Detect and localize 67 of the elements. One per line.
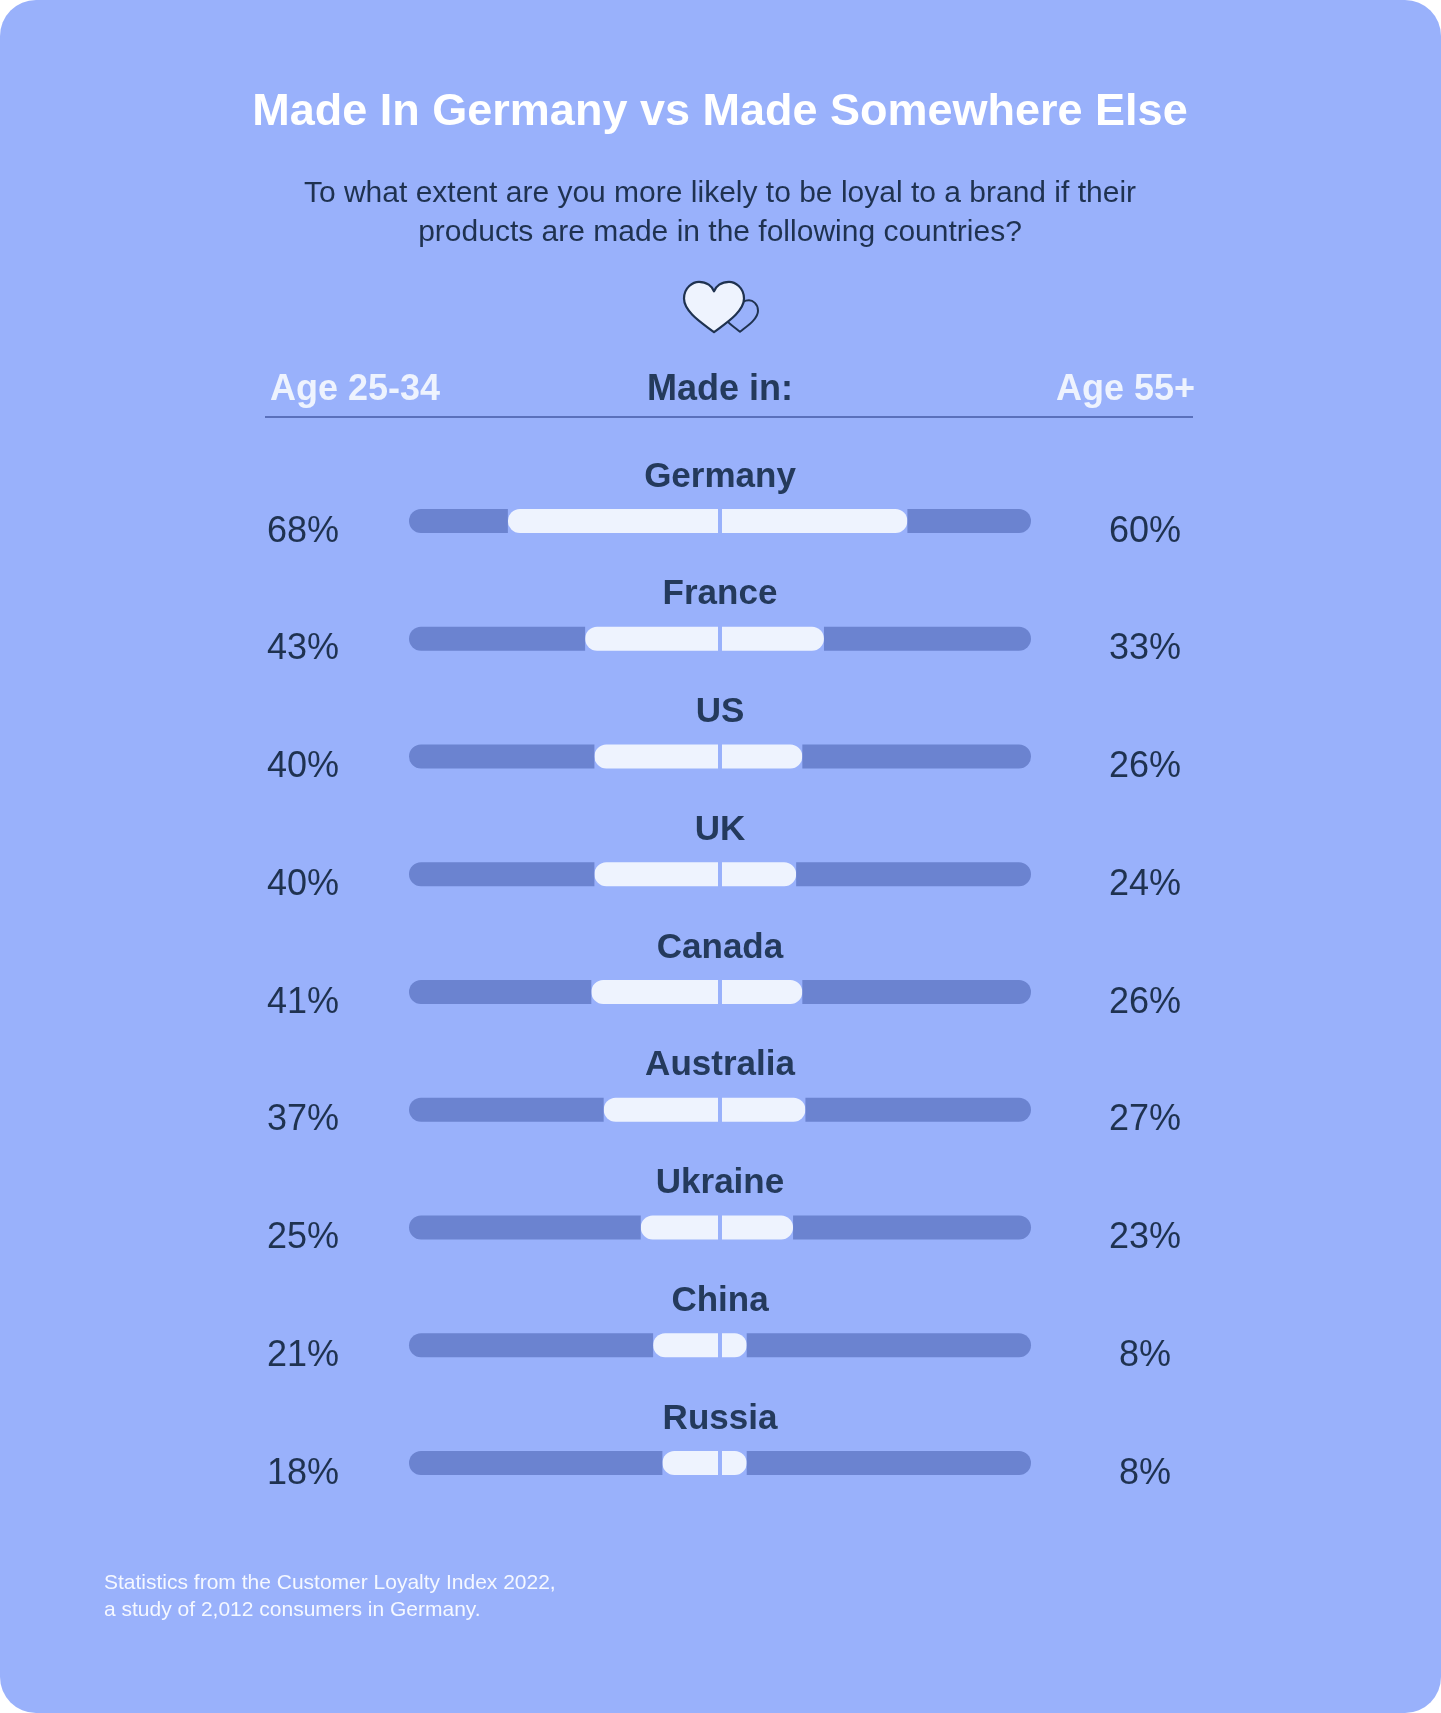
bar — [793, 1215, 1031, 1240]
y-tick-label: Canada — [656, 925, 784, 965]
bar — [507, 509, 718, 533]
y-tick-label: Russia — [662, 1396, 778, 1436]
bar — [409, 862, 595, 887]
data-label: 18% — [266, 1450, 340, 1492]
data-label: 40% — [266, 744, 340, 785]
bar — [591, 980, 718, 1004]
data-label: 21% — [266, 1332, 340, 1374]
bar — [640, 1215, 718, 1240]
data-label: 40% — [266, 861, 340, 903]
bar — [603, 1097, 718, 1122]
bar — [802, 744, 1031, 769]
bar — [796, 862, 1031, 887]
y-tick-label: US — [695, 690, 745, 729]
bar — [802, 980, 1031, 1004]
y-tick-label: China — [671, 1278, 770, 1318]
bar — [662, 1451, 718, 1475]
data-label: 68% — [266, 508, 340, 550]
bar — [746, 1451, 1031, 1475]
data-label: 26% — [1108, 979, 1182, 1021]
bar — [409, 1333, 654, 1358]
y-axis-title: Made in: — [646, 367, 794, 408]
y-tick-label: France — [662, 572, 778, 612]
y-tick-label: Germany — [644, 454, 797, 494]
bar — [409, 1097, 604, 1122]
bar — [409, 980, 592, 1004]
data-label: 8% — [1118, 1450, 1172, 1492]
bar — [805, 1097, 1031, 1122]
bar — [409, 626, 586, 651]
y-tick-label: UK — [694, 807, 746, 847]
bar — [409, 1451, 663, 1475]
bar — [722, 862, 797, 887]
bar — [585, 626, 718, 651]
y-tick-label: Ukraine — [655, 1161, 785, 1200]
data-label: 33% — [1108, 626, 1182, 668]
text: Age 25-34 — [270, 367, 441, 408]
data-label: 27% — [1108, 1097, 1182, 1139]
bar — [409, 744, 595, 769]
bar — [746, 1333, 1031, 1358]
bar — [907, 509, 1031, 533]
data-label: 60% — [1108, 508, 1182, 550]
data-label: 8% — [1118, 1332, 1172, 1374]
bar — [722, 1215, 794, 1240]
bar — [823, 626, 1031, 651]
data-label: 23% — [1108, 1215, 1182, 1256]
y-tick-label: Australia — [645, 1043, 796, 1083]
bar — [409, 509, 508, 533]
bar — [722, 509, 908, 533]
chart-subtitle: To what extent are you more likely to be loyal to a brand if their products are made in the following countries? — [303, 175, 1137, 247]
bar — [594, 744, 718, 769]
data-label: 24% — [1108, 861, 1182, 903]
data-label: 25% — [266, 1215, 340, 1256]
bar — [722, 980, 803, 1004]
data-label: 26% — [1108, 744, 1182, 785]
data-label: 41% — [266, 979, 340, 1021]
bar — [722, 626, 824, 651]
text: Statistics from the Customer Loyalty Index 2022, a study of 2,012 consumers in Germany. — [104, 1570, 556, 1620]
bar — [409, 1215, 641, 1240]
text: Age 55+ — [1055, 367, 1195, 408]
bar — [653, 1333, 718, 1358]
data-label: 43% — [266, 626, 340, 668]
chart-title: Made In Germany vs Made Somewhere Else — [252, 84, 1188, 135]
bar — [594, 862, 718, 887]
bar — [722, 744, 803, 769]
data-label: 37% — [266, 1097, 340, 1139]
bar — [722, 1097, 806, 1122]
